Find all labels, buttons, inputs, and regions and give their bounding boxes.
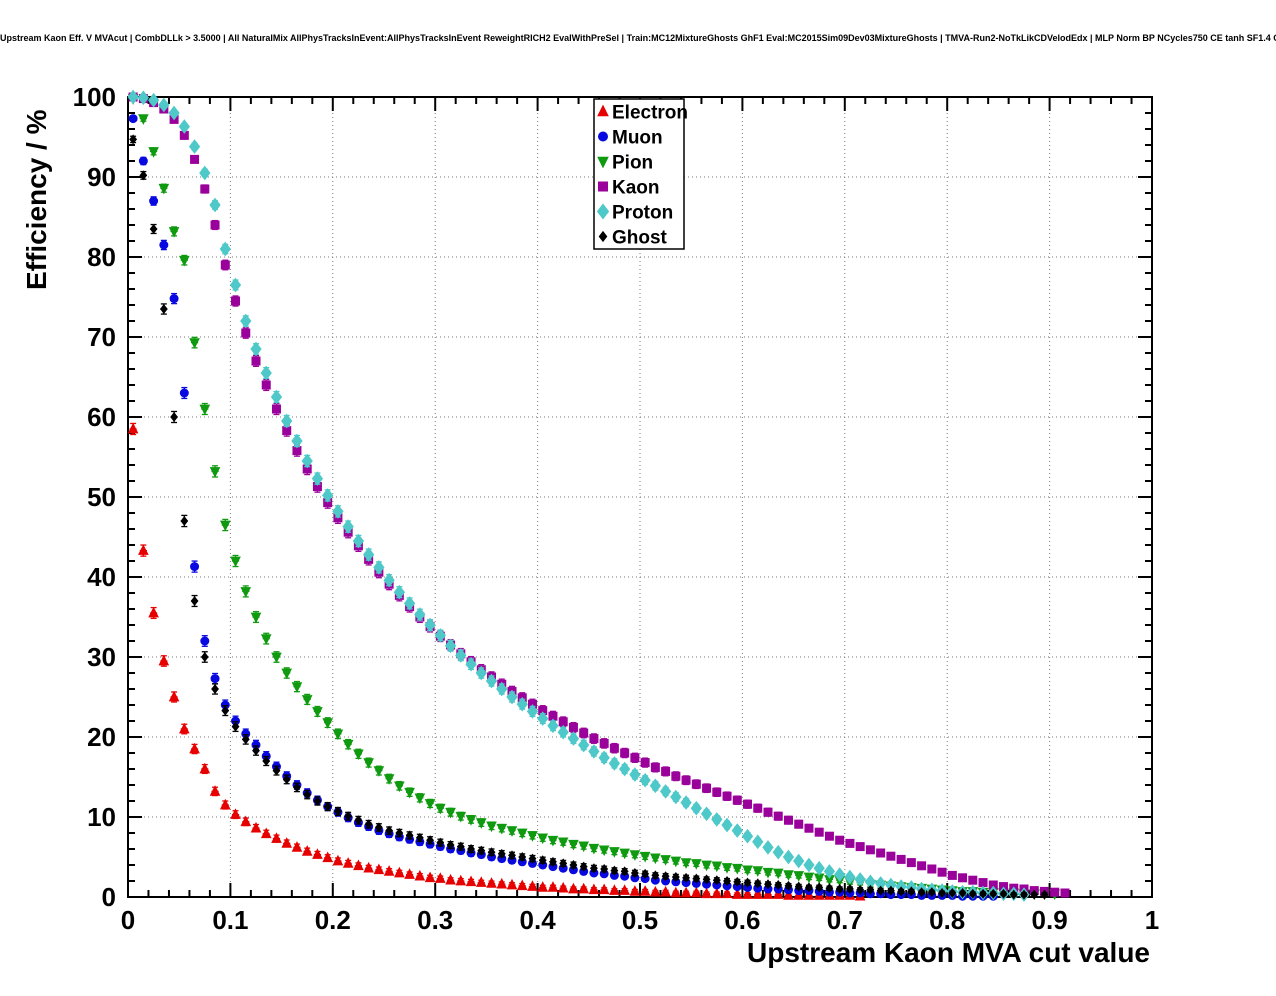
markers-electron [127, 422, 866, 901]
x-tick-label: 0.3 [417, 905, 453, 935]
legend-label-kaon: Kaon [612, 178, 660, 199]
legend-label-electron: Electron [612, 103, 688, 124]
y-tick-label: 20 [87, 722, 116, 752]
x-tick-label: 0.9 [1032, 905, 1068, 935]
y-tick-label: 10 [87, 802, 116, 832]
y-tick-labels: 0 10 20 30 40 50 60 70 80 90 100 [73, 82, 116, 912]
x-tick-label: 1 [1145, 905, 1159, 935]
legend-label-pion: Pion [612, 153, 653, 174]
y-tick-label: 70 [87, 322, 116, 352]
x-axis-label: Upstream Kaon MVA cut value [747, 937, 1150, 968]
y-tick-label: 100 [73, 82, 116, 112]
legend-marker-ghost-icon [598, 230, 608, 243]
legend-marker-muon-icon [598, 131, 608, 142]
x-tick-label: 0.2 [315, 905, 351, 935]
legend-label-ghost: Ghost [612, 228, 668, 249]
markers-muon [128, 114, 998, 901]
legend-marker-electron-icon [597, 104, 609, 117]
x-tick-label: 0.5 [622, 905, 658, 935]
x-tick-label: 0.1 [212, 905, 248, 935]
x-tick-label: 0.6 [724, 905, 760, 935]
error-bars-ghost [129, 135, 1049, 897]
series-proton [127, 89, 1030, 902]
y-tick-label: 60 [87, 402, 116, 432]
x-tick-label: 0 [121, 905, 135, 935]
y-axis-label: Efficiency / % [21, 109, 52, 290]
y-tick-label: 0 [102, 882, 116, 912]
series-ghost [129, 134, 1049, 900]
x-tick-label: 0.4 [520, 905, 557, 935]
y-tick-label: 90 [87, 162, 116, 192]
error-bars-electron [129, 422, 864, 898]
markers-proton [127, 89, 1030, 902]
y-tick-label: 80 [87, 242, 116, 272]
legend: Electron Muon Pion Kaon Proton Ghost [593, 98, 688, 250]
legend-marker-pion-icon [597, 156, 609, 169]
x-tick-label: 0.8 [929, 905, 965, 935]
legend-label-muon: Muon [612, 128, 663, 149]
legend-marker-proton-icon [596, 203, 610, 220]
y-tick-label: 40 [87, 562, 116, 592]
y-tick-label: 30 [87, 642, 116, 672]
series-muon [128, 114, 998, 901]
legend-label-proton: Proton [612, 203, 673, 224]
x-tick-labels: 0 0.1 0.2 0.3 0.4 0.5 0.6 0.7 0.8 0.9 1 [121, 905, 1159, 935]
legend-marker-kaon-icon [598, 181, 608, 192]
grid-lines [128, 97, 1152, 897]
series-electron [127, 422, 866, 901]
plot-render-root: 0 0.1 0.2 0.3 0.4 0.5 0.6 0.7 0.8 0.9 101020304050… [73, 82, 1160, 935]
chart-title: Upstream Kaon Eff. V MVAcut | CombDLLk >… [0, 33, 1276, 43]
error-bars-muon [129, 115, 997, 898]
y-tick-label: 50 [87, 482, 116, 512]
markers-ghost [129, 134, 1049, 900]
x-tick-label: 0.7 [827, 905, 863, 935]
